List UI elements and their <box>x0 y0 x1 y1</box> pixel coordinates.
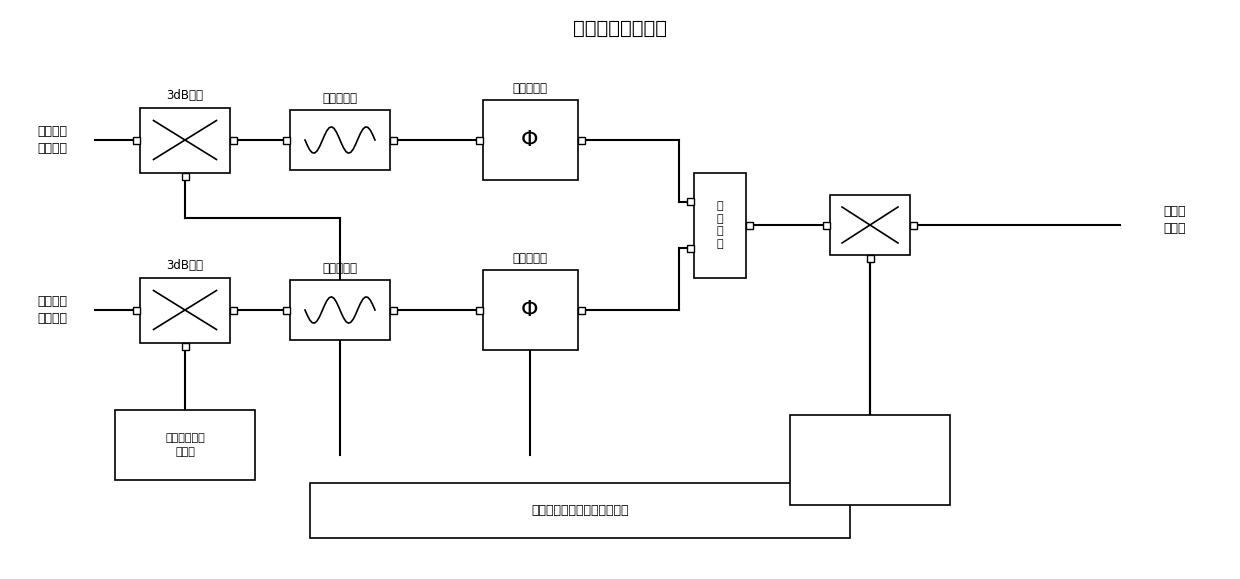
Text: 反向耦合
信号输入: 反向耦合 信号输入 <box>37 295 67 325</box>
Bar <box>133 306 140 313</box>
Bar <box>823 222 830 229</box>
Bar <box>140 277 229 343</box>
Text: 调零信
号输出: 调零信 号输出 <box>1164 205 1187 235</box>
Bar <box>181 343 188 350</box>
Bar <box>283 137 290 144</box>
Bar <box>290 280 391 340</box>
Text: 数控衰减器: 数控衰减器 <box>322 91 357 104</box>
Bar <box>140 108 229 173</box>
Bar <box>694 173 746 277</box>
Text: 3dB电桥: 3dB电桥 <box>166 259 203 272</box>
Bar <box>133 137 140 144</box>
Bar <box>790 415 950 505</box>
Bar <box>687 244 694 252</box>
Bar <box>482 270 578 350</box>
Text: 双路微波信号调零: 双路微波信号调零 <box>573 19 667 38</box>
Bar <box>290 110 391 170</box>
Text: Φ: Φ <box>521 130 538 150</box>
Text: 3dB电桥: 3dB电桥 <box>166 89 203 102</box>
Bar <box>475 137 482 144</box>
Text: Φ: Φ <box>521 300 538 320</box>
Bar <box>391 137 397 144</box>
Bar <box>687 199 694 206</box>
Bar <box>578 137 584 144</box>
Bar <box>229 306 237 313</box>
Text: 数控移相器: 数控移相器 <box>512 82 548 94</box>
Text: 数控移相器: 数控移相器 <box>512 251 548 265</box>
Bar <box>229 137 237 144</box>
Bar <box>746 222 753 229</box>
Bar <box>283 306 290 313</box>
Bar <box>475 306 482 313</box>
Text: 均值、峰值功
率监测: 均值、峰值功 率监测 <box>165 434 205 457</box>
Bar <box>910 222 918 229</box>
Text: 衰减器、移相器控制驱动电路: 衰减器、移相器控制驱动电路 <box>531 504 629 516</box>
Text: 同
相
合
路: 同 相 合 路 <box>717 201 723 248</box>
Text: 数控衰减器: 数控衰减器 <box>322 262 357 274</box>
Bar <box>115 410 255 480</box>
Text: 正向耦合
信号输入: 正向耦合 信号输入 <box>37 125 67 155</box>
Bar <box>578 306 584 313</box>
Bar <box>482 100 578 180</box>
Bar <box>181 173 188 179</box>
Bar <box>391 306 397 313</box>
Bar <box>310 482 849 537</box>
Bar <box>830 195 910 255</box>
Bar <box>867 255 873 262</box>
